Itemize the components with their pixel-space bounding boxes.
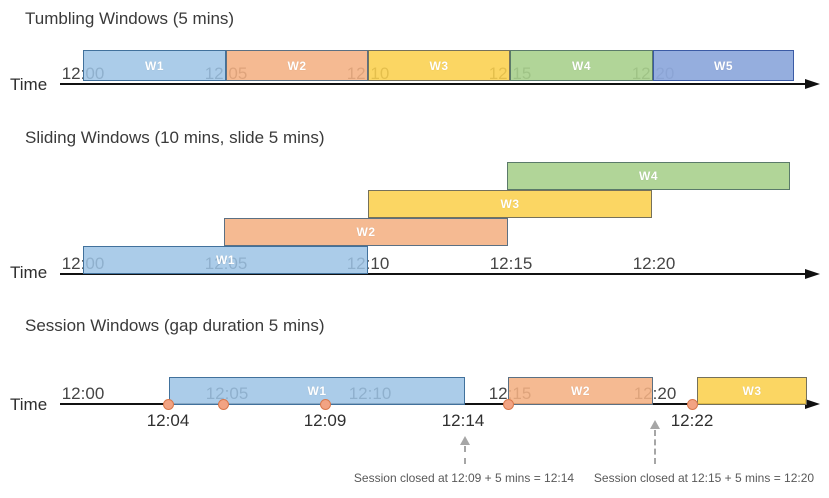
session-axis-arrowhead-icon xyxy=(805,399,820,409)
window-label: W4 xyxy=(639,169,658,183)
sliding-tick: 12:20 xyxy=(632,254,676,273)
sliding-axis-label: Time xyxy=(10,263,48,282)
window-label: W1 xyxy=(216,253,235,267)
tumbling-axis-arrowhead-icon xyxy=(805,79,820,89)
session-close-annotation: Session closed at 12:09 + 5 mins = 12:14 xyxy=(353,471,575,485)
sliding-window-w4: W4 xyxy=(507,162,790,190)
session-tick: 12:00 xyxy=(61,384,105,403)
event-dot xyxy=(687,399,698,410)
window-label: W3 xyxy=(500,197,520,211)
tumbling-window-w1: W1 xyxy=(83,50,226,81)
tumbling-window-w2: W2 xyxy=(226,50,368,81)
dashed-up-arrow-icon xyxy=(460,436,470,464)
session-title: Session Windows (gap duration 5 mins) xyxy=(25,316,325,335)
window-label: W2 xyxy=(356,225,376,239)
session-window-w1: W1 xyxy=(169,377,465,405)
tumbling-axis xyxy=(60,83,806,85)
event-dot xyxy=(163,399,174,410)
event-time-label: 12:09 xyxy=(303,411,347,430)
tumbling-axis-label: Time xyxy=(10,75,48,94)
sliding-title: Sliding Windows (10 mins, slide 5 mins) xyxy=(25,128,325,147)
sliding-axis-arrowhead-icon xyxy=(805,269,820,279)
sliding-tick: 12:15 xyxy=(489,254,533,273)
window-label: W1 xyxy=(145,58,164,73)
window-label: W2 xyxy=(287,58,307,73)
dashed-up-arrow-icon xyxy=(650,420,660,464)
tumbling-window-w4: W4 xyxy=(510,50,653,81)
event-time-label: 12:04 xyxy=(146,411,190,430)
tumbling-window-w5: W5 xyxy=(653,50,794,81)
window-label: W1 xyxy=(307,384,327,398)
sliding-window-w3: W3 xyxy=(368,190,652,218)
event-dot xyxy=(218,399,229,410)
session-close-annotation: Session closed at 12:15 + 5 mins = 12:20 xyxy=(593,471,815,485)
window-label: W2 xyxy=(571,384,590,398)
tumbling-title: Tumbling Windows (5 mins) xyxy=(25,9,235,28)
window-label: W5 xyxy=(714,58,733,73)
session-window-w2: W2 xyxy=(508,377,653,405)
event-time-label: 12:14 xyxy=(441,411,485,430)
sliding-window-w1: W1 xyxy=(83,246,368,274)
tumbling-window-w3: W3 xyxy=(368,50,510,81)
window-label: W3 xyxy=(429,58,449,73)
event-time-label: 12:22 xyxy=(670,411,714,430)
sliding-axis xyxy=(60,273,806,275)
event-dot xyxy=(503,399,514,410)
window-label: W3 xyxy=(742,384,762,398)
window-label: W4 xyxy=(572,58,591,73)
sliding-window-w2: W2 xyxy=(224,218,508,246)
session-axis-label: Time xyxy=(10,395,48,414)
session-window-w3: W3 xyxy=(697,377,807,405)
event-dot xyxy=(320,399,331,410)
